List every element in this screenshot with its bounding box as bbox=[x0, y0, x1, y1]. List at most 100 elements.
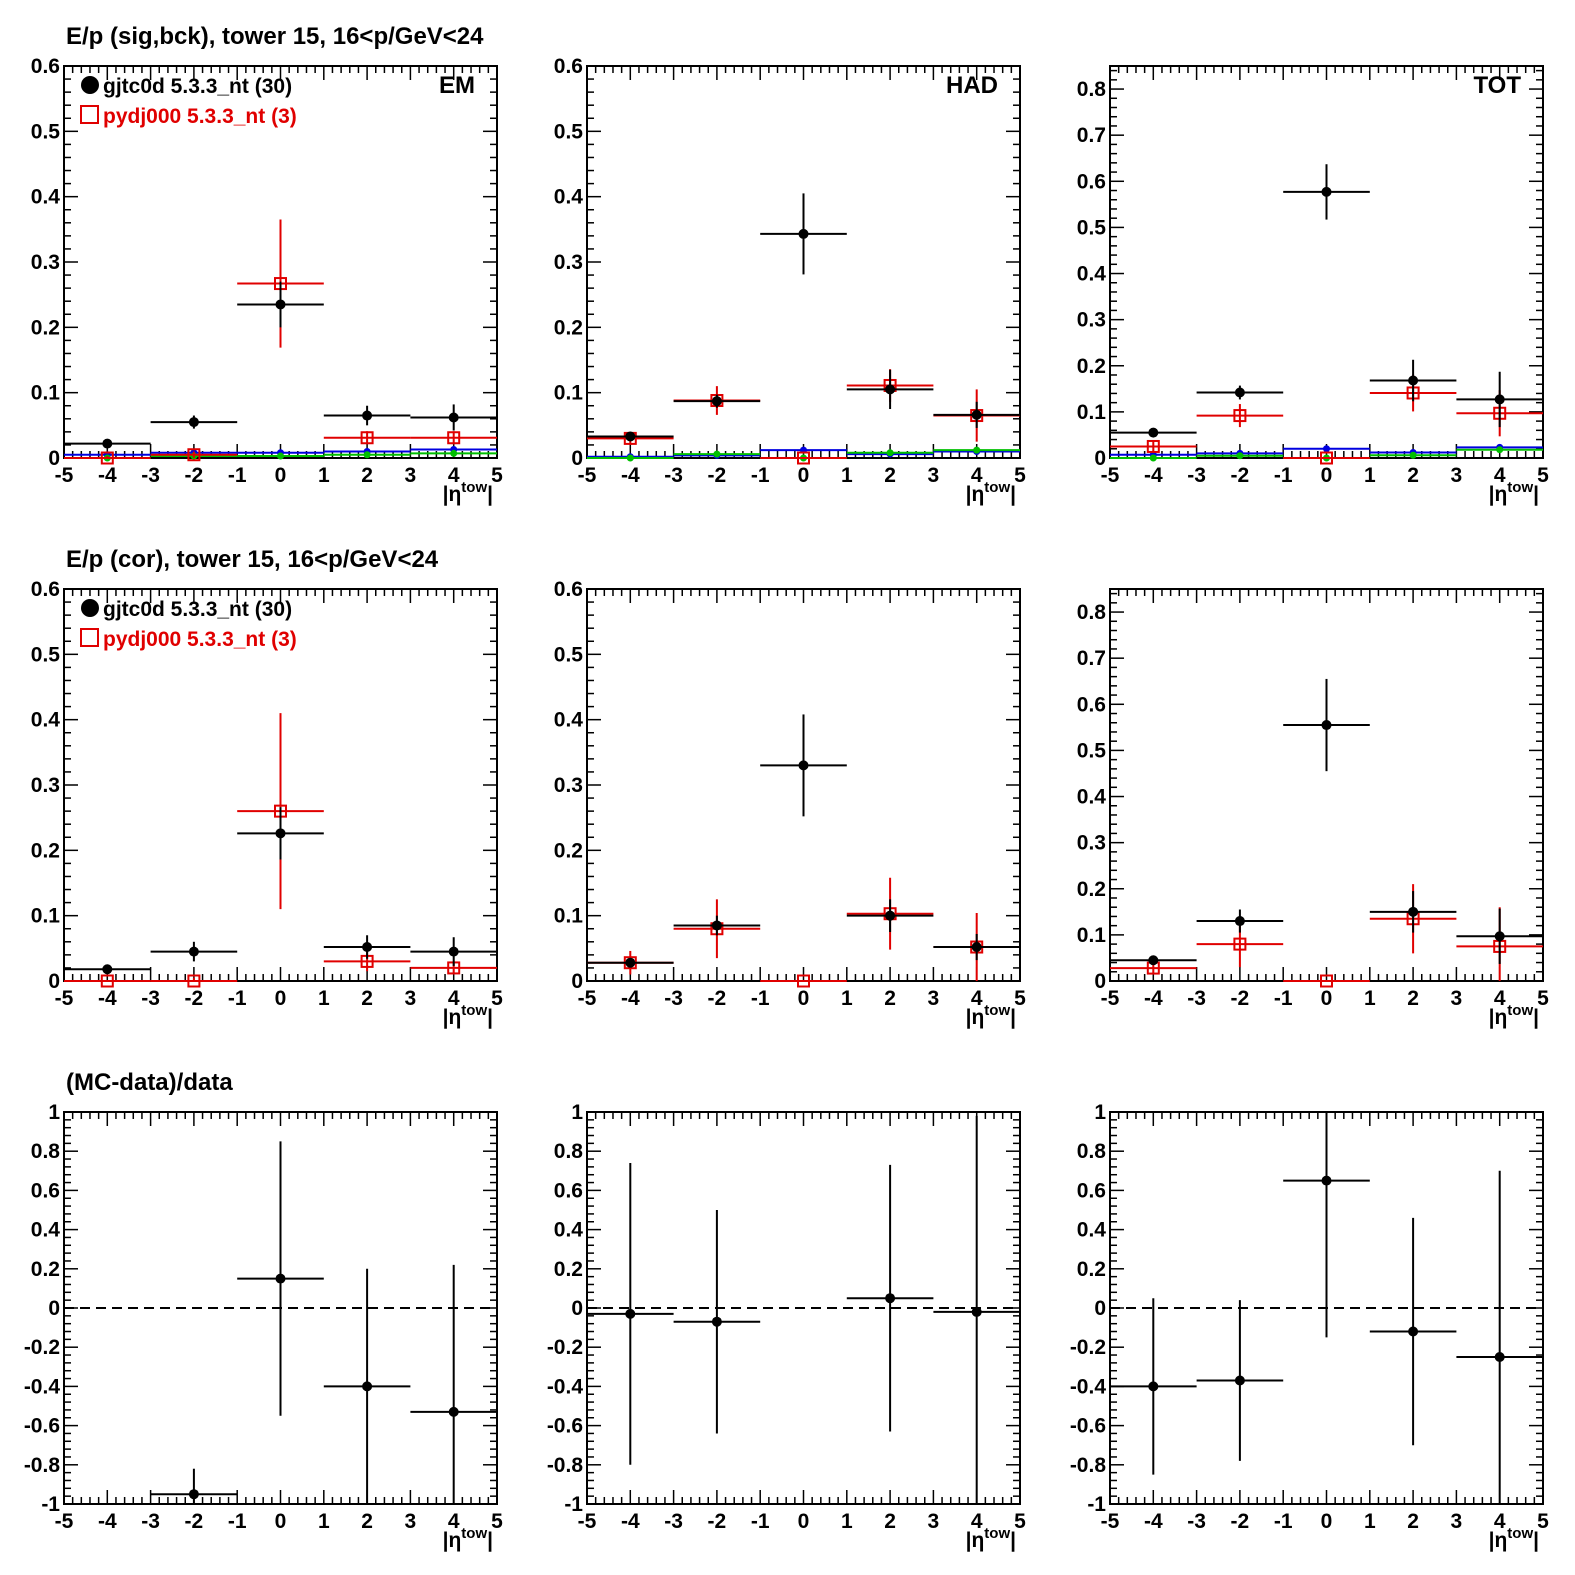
x-axis-label: |ηtow| bbox=[966, 1002, 1016, 1029]
y-tick-label: -1 bbox=[41, 1493, 60, 1516]
y-tick-label: 0.5 bbox=[1077, 739, 1107, 762]
series-gjtc0d 5.3.3_nt (30) bbox=[1110, 164, 1543, 438]
data-point bbox=[1234, 1375, 1245, 1386]
panel-corner-label: HAD bbox=[946, 72, 998, 99]
y-tick-label: 0.4 bbox=[554, 186, 584, 209]
x-axis-label: |ηtow| bbox=[1489, 479, 1539, 506]
y-tick-label: -0.2 bbox=[24, 1336, 60, 1359]
y-tick-label: 0.2 bbox=[1077, 878, 1106, 901]
legend-mc-marker bbox=[80, 105, 99, 124]
y-tick-label: 0.2 bbox=[554, 316, 583, 339]
y-tick-label: 0.5 bbox=[31, 120, 61, 143]
x-tick-label: 1 bbox=[318, 464, 330, 487]
data-point bbox=[1320, 974, 1333, 988]
legend-data-marker bbox=[81, 76, 99, 94]
x-tick-label: -1 bbox=[228, 464, 247, 487]
x-tick-label: 3 bbox=[928, 987, 940, 1010]
x-tick-label: 1 bbox=[841, 987, 853, 1010]
x-axis-label: |ηtow| bbox=[966, 1525, 1016, 1552]
data-point bbox=[277, 452, 284, 460]
x-tick-label: 5 bbox=[491, 987, 503, 1010]
y-tick-label: 0.4 bbox=[31, 186, 61, 209]
y-tick-label: 0.2 bbox=[1077, 1258, 1106, 1281]
legend: gjtc0d 5.3.3_nt (30) pydj000 5.3.3_nt (3) bbox=[80, 75, 297, 128]
data-point bbox=[275, 299, 286, 310]
data-point bbox=[1408, 375, 1419, 386]
data-point bbox=[1320, 451, 1333, 465]
data-point bbox=[625, 1308, 636, 1319]
x-tick-label: 1 bbox=[318, 1510, 330, 1533]
data-point bbox=[188, 946, 199, 957]
x-tick-label: 1 bbox=[1364, 987, 1376, 1010]
y-tick-label: 0.4 bbox=[31, 709, 61, 732]
data-point bbox=[275, 1273, 286, 1284]
data-point bbox=[1408, 1326, 1419, 1337]
panel-row3-HAD: -5 -4 -3 -2 -1 0 1 2 3 4 5|ηtow| -1 -0.8 -0.6 -0.4 -0.2… bbox=[547, 1101, 1026, 1552]
data-point bbox=[626, 454, 634, 462]
panel-row2-TOT: -5 -4 -3 -2 -1 0 1 2 3 4 5|ηtow| 0 0.1 0.2 0.3 0.4 0.5 0.… bbox=[1077, 588, 1549, 1029]
x-axis-label: |ηtow| bbox=[1489, 1002, 1539, 1029]
y-tick-label: 0.8 bbox=[31, 1140, 61, 1163]
y-tick-label: 0 bbox=[1094, 970, 1106, 993]
data-point bbox=[448, 946, 459, 957]
y-tick-label: 0.3 bbox=[31, 251, 60, 274]
x-tick-label: -3 bbox=[664, 1510, 683, 1533]
data-point bbox=[1496, 446, 1504, 454]
y-tick-label: 0 bbox=[571, 1297, 583, 1320]
data-point bbox=[102, 438, 113, 449]
x-tick-label: 2 bbox=[884, 464, 896, 487]
y-tick-label: 0.5 bbox=[554, 643, 584, 666]
y-tick-label: 0.6 bbox=[1077, 170, 1106, 193]
y-tick-label: 0.5 bbox=[554, 120, 584, 143]
x-tick-label: -2 bbox=[185, 464, 204, 487]
x-tick-label: -5 bbox=[1101, 1510, 1120, 1533]
y-tick-label: 0 bbox=[48, 447, 60, 470]
series-gjtc0d 5.3.3_nt (30) bbox=[587, 714, 1020, 968]
y-tick-label: 1 bbox=[1094, 1101, 1106, 1124]
legend-data-label: gjtc0d 5.3.3_nt (30) bbox=[103, 598, 292, 621]
y-tick-label: 0.5 bbox=[1077, 216, 1107, 239]
data-point bbox=[798, 760, 809, 771]
x-tick-label: -3 bbox=[1187, 464, 1206, 487]
y-tick-label: 1 bbox=[48, 1101, 60, 1124]
x-tick-label: 1 bbox=[841, 464, 853, 487]
series-data bbox=[587, 1115, 1020, 1504]
y-tick-label: -0.8 bbox=[24, 1454, 61, 1477]
x-tick-label: -3 bbox=[664, 464, 683, 487]
y-tick-label: 0.2 bbox=[31, 839, 60, 862]
x-tick-label: 2 bbox=[361, 987, 373, 1010]
y-tick-label: 0.6 bbox=[554, 578, 583, 601]
data-point bbox=[188, 417, 199, 428]
data-point bbox=[187, 448, 201, 462]
plot-frame bbox=[1109, 588, 1544, 982]
series-data bbox=[150, 1141, 497, 1504]
x-tick-label: -3 bbox=[141, 987, 160, 1010]
y-tick-label: 0.1 bbox=[554, 905, 584, 928]
legend-mc-label: pydj000 5.3.3_nt (3) bbox=[103, 105, 297, 128]
data-point bbox=[275, 828, 286, 839]
data-point bbox=[1146, 439, 1160, 453]
x-tick-label: 0 bbox=[275, 987, 287, 1010]
y-tick-label: -0.4 bbox=[547, 1375, 584, 1398]
series-gjtc0d 5.3.3_nt (30) bbox=[64, 281, 497, 449]
x-tick-label: 3 bbox=[1451, 1510, 1463, 1533]
y-tick-label: 0.4 bbox=[1077, 786, 1107, 809]
data-point bbox=[711, 396, 722, 407]
y-tick-label: 0.3 bbox=[1077, 832, 1106, 855]
x-tick-label: 3 bbox=[928, 464, 940, 487]
x-tick-label: 5 bbox=[1014, 464, 1026, 487]
x-tick-label: 4 bbox=[448, 1510, 460, 1533]
x-tick-label: 1 bbox=[1364, 1510, 1376, 1533]
data-point bbox=[713, 450, 721, 458]
x-tick-label: 2 bbox=[884, 1510, 896, 1533]
data-point bbox=[1409, 451, 1417, 459]
x-tick-label: 5 bbox=[491, 464, 503, 487]
data-point bbox=[1323, 445, 1330, 453]
y-tick-label: 0.1 bbox=[31, 382, 61, 405]
data-point bbox=[362, 1381, 373, 1392]
y-tick-label: 0.6 bbox=[554, 1179, 583, 1202]
x-tick-label: -3 bbox=[1187, 1510, 1206, 1533]
data-point bbox=[363, 451, 371, 459]
y-tick-label: 0.6 bbox=[554, 55, 583, 78]
panel-row3-TOT: -5 -4 -3 -2 -1 0 1 2 3 4 5|ηtow| -1 -0.8 -0.6 -0.4 -0.2… bbox=[1070, 1101, 1549, 1552]
